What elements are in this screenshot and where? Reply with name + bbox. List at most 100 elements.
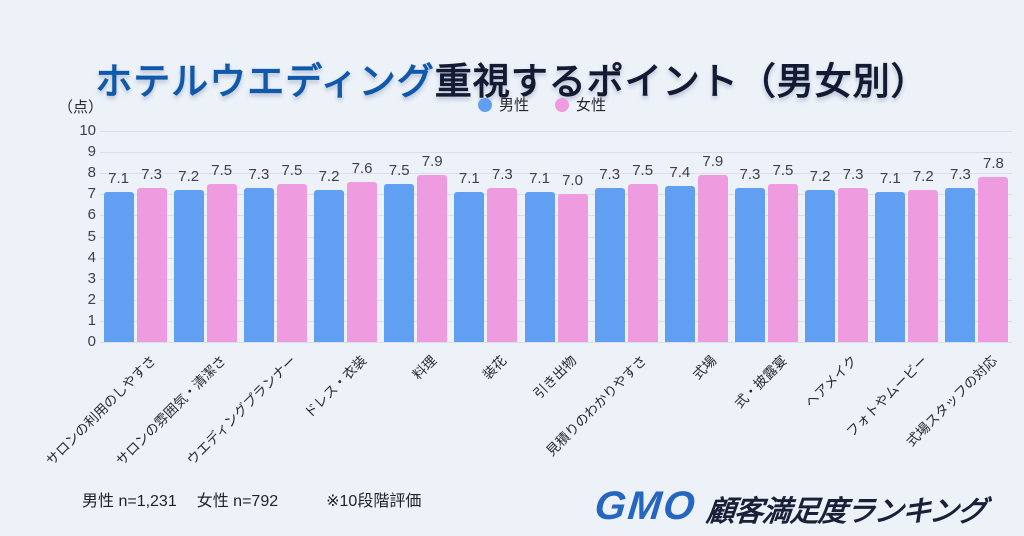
bar-female: [206, 183, 237, 342]
bar-male: [734, 187, 765, 342]
bar-female: [838, 187, 869, 342]
bar-value-label: 7.3: [842, 165, 864, 183]
gridline: [100, 299, 1012, 301]
gridline: [100, 278, 1012, 280]
gridline: [100, 257, 1012, 259]
sample-size-note: 男性 n=1,231 女性 n=792 ※10段階評価: [82, 487, 421, 511]
bar-value-label: 7.4: [669, 163, 691, 181]
page-title: ホテルウエディング重視するポイント（男女別）: [0, 51, 1024, 105]
bar-value-label: 7.3: [949, 165, 971, 183]
bar-male: [664, 185, 695, 342]
male-legend-dot-icon: [478, 97, 492, 112]
x-axis-category-label: 装花: [479, 352, 510, 383]
y-axis-tick-label: 3: [87, 269, 96, 287]
bar-value-label: 7.8: [982, 155, 1004, 173]
bar-male: [594, 187, 625, 342]
bar-value-label: 7.2: [809, 168, 831, 186]
bar-male: [945, 187, 976, 342]
bar-female: [276, 183, 307, 342]
bar-value-label: 7.0: [562, 172, 583, 190]
male-sample-size: 男性 n=1,231: [82, 493, 177, 510]
bar-male: [103, 192, 134, 342]
bar-value-label: 7.3: [491, 165, 513, 183]
gridline: [100, 194, 1012, 196]
gridline: [100, 152, 1012, 154]
bar-male: [314, 190, 345, 342]
bar-value-label: 7.5: [388, 161, 410, 179]
x-axis-category-label: 式場: [690, 352, 720, 383]
bar-female: [908, 190, 939, 342]
bar-female: [136, 187, 167, 342]
bar-male: [875, 192, 906, 342]
bar-value-label: 7.6: [351, 159, 373, 177]
legend-item-male: 男性: [478, 94, 529, 115]
legend-item-female: 女性: [555, 94, 606, 115]
chart-legend: 男性 女性: [478, 94, 606, 115]
bar-female: [767, 183, 798, 342]
bar-female: [627, 183, 658, 342]
gridline: [100, 173, 1012, 175]
bar-value-label: 7.9: [421, 153, 443, 171]
bar-value-label: 7.3: [248, 165, 270, 183]
x-axis-category-label: 式・披露宴: [731, 352, 790, 412]
bar-value-label: 7.2: [318, 168, 340, 186]
y-axis-unit-label: （点）: [58, 99, 104, 116]
bar-value-label: 7.1: [529, 170, 550, 188]
bar-value-label: 7.9: [702, 153, 724, 171]
y-axis-tick-label: 8: [87, 164, 96, 182]
bar-value-label: 7.3: [141, 165, 162, 183]
gridline: [100, 342, 1012, 343]
bar-value-label: 7.5: [211, 161, 233, 179]
bar-value-label: 7.5: [281, 161, 303, 179]
y-axis-tick-label: 5: [87, 227, 96, 245]
bar-value-label: 7.3: [739, 165, 761, 183]
y-axis-tick-label: 7: [87, 185, 96, 203]
gmo-logo-text: 顧客満足度ランキング: [704, 496, 988, 528]
bar-female: [557, 194, 588, 342]
bar-value-label: 7.2: [178, 168, 200, 186]
gmo-logo: GMO 顧客満足度ランキング: [593, 482, 988, 530]
bar-male: [384, 183, 415, 342]
x-axis-category-label: 料理: [409, 352, 440, 383]
bar-female: [487, 187, 518, 342]
gridline: [100, 131, 1012, 132]
y-axis-tick-label: 9: [87, 143, 96, 161]
bar-value-label: 7.5: [772, 161, 794, 179]
bar-value-label: 7.3: [599, 165, 621, 183]
legend-label-male: 男性: [499, 97, 530, 114]
bar-value-label: 7.5: [632, 161, 654, 179]
bar-value-label: 7.1: [108, 170, 129, 188]
bar-female: [417, 175, 448, 342]
bar-value-label: 7.1: [458, 170, 480, 188]
gridline: [100, 236, 1012, 238]
y-axis-tick-label: 10: [79, 122, 96, 139]
y-axis-tick-label: 2: [87, 290, 96, 308]
y-axis-tick-label: 1: [87, 311, 96, 329]
gridline: [100, 320, 1012, 322]
bar-male: [243, 187, 274, 342]
bar-female: [347, 181, 378, 342]
gridline: [100, 215, 1012, 217]
x-axis-category-label: 引き出物: [530, 352, 580, 402]
rating-scale-note: ※10段階評価: [326, 493, 422, 510]
x-axis-category-label: ドレス・衣装: [301, 352, 369, 421]
bar-female: [697, 175, 728, 342]
bar-female: [978, 177, 1009, 342]
bar-value-label: 7.2: [912, 168, 934, 186]
female-legend-dot-icon: [555, 97, 570, 112]
y-axis-tick-label: 6: [87, 206, 96, 224]
legend-label-female: 女性: [576, 97, 607, 114]
bar-male: [454, 192, 485, 342]
gmo-logo-mark: GMO: [593, 483, 700, 528]
bar-male: [524, 192, 555, 342]
x-axis-category-label: ヘアメイク: [802, 352, 861, 411]
y-axis-tick-label: 0: [87, 333, 96, 350]
page-title-highlight: ホテルウエディング: [95, 60, 435, 102]
bar-male: [805, 190, 836, 342]
bar-male: [173, 190, 204, 342]
bar-value-label: 7.1: [879, 170, 901, 188]
y-axis-tick-label: 4: [87, 248, 96, 266]
female-sample-size: 女性 n=792: [196, 493, 279, 510]
